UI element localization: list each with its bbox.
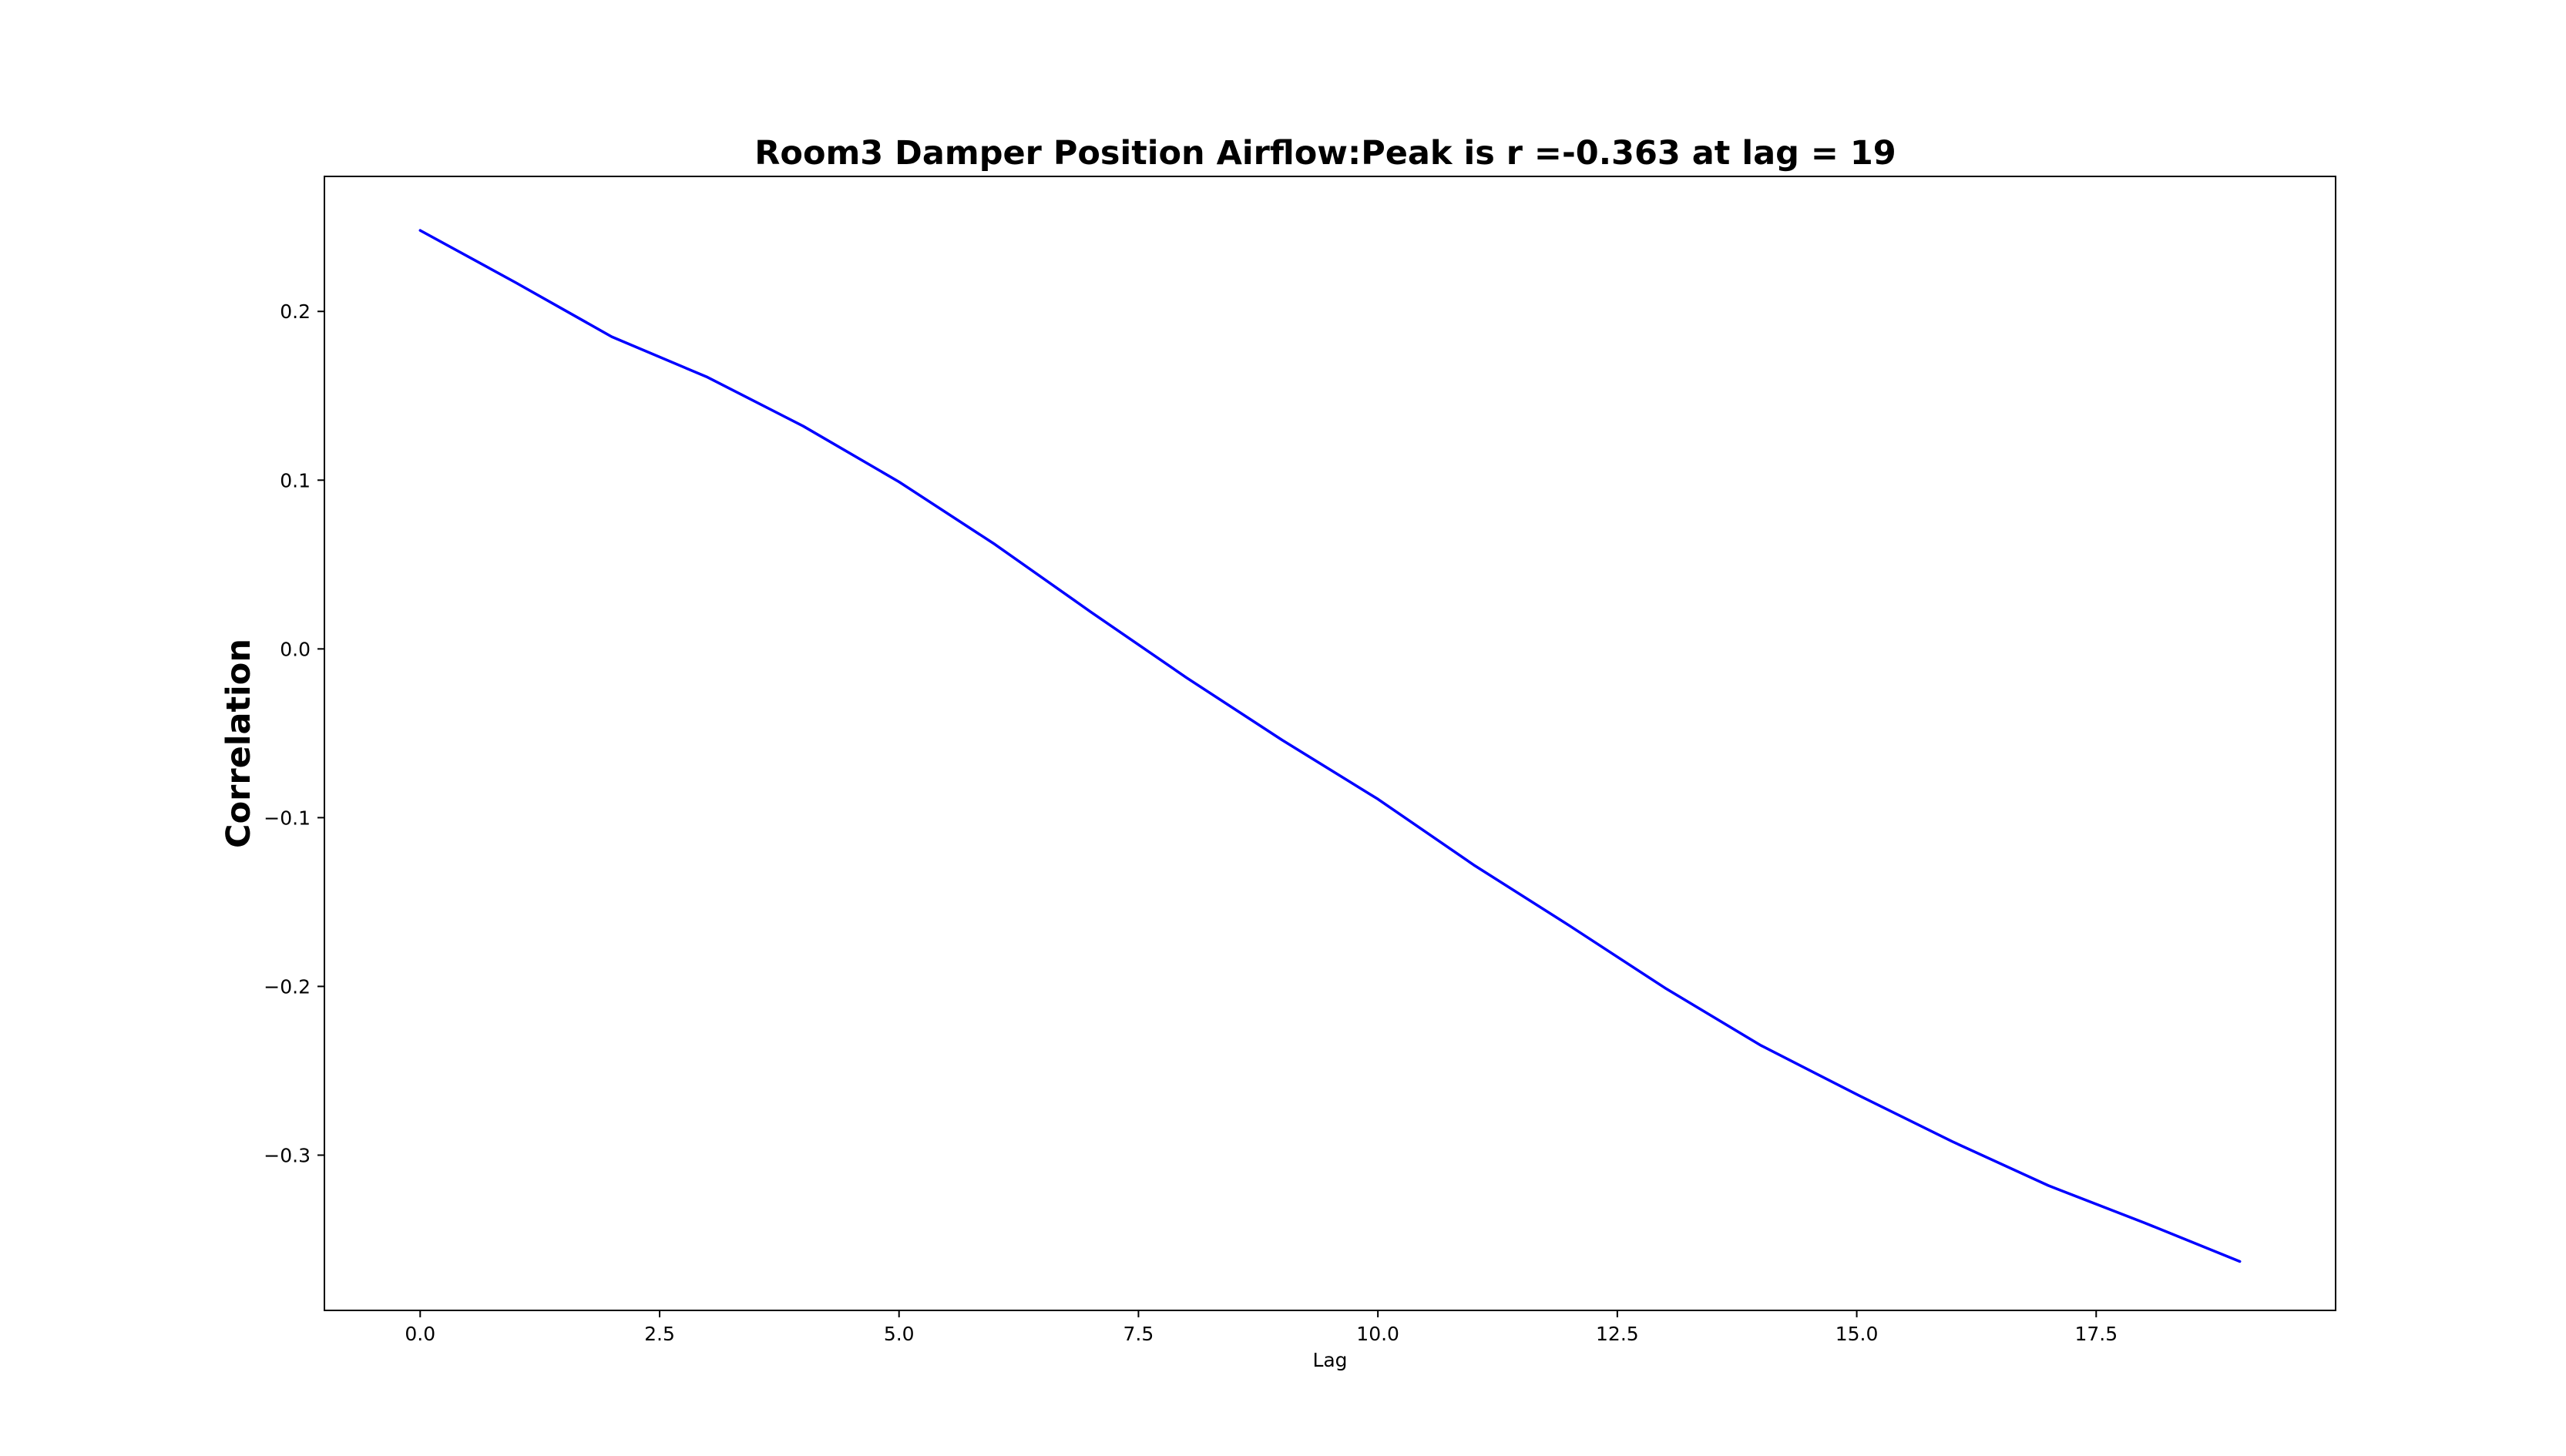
x-tick-label: 2.5 (644, 1323, 675, 1345)
x-tick-label: 12.5 (1596, 1323, 1639, 1345)
y-tick-label: −0.1 (264, 807, 311, 829)
x-tick-label: 0.0 (405, 1323, 435, 1345)
x-tick-label: 10.0 (1356, 1323, 1399, 1345)
y-axis: 0.2 0.1 0.0 −0.1 −0.2 −0.3 (264, 300, 324, 1166)
y-tick-label: 0.1 (280, 469, 311, 491)
x-tick-label: 7.5 (1123, 1323, 1154, 1345)
y-tick-label: −0.3 (264, 1144, 311, 1166)
series-group (418, 229, 2242, 1263)
x-tick-label: 5.0 (884, 1323, 915, 1345)
y-tick-label: 0.2 (280, 300, 311, 323)
y-axis-label: Correlation (220, 639, 258, 848)
x-tick-label: 15.0 (1835, 1323, 1879, 1345)
x-tick-label: 17.5 (2074, 1323, 2118, 1345)
x-axis: 0.0 2.5 5.0 7.5 10.0 12.5 15.0 17.5 (405, 1310, 2118, 1345)
plot-area (324, 176, 2336, 1311)
chart-title: Room3 Damper Position Airflow:Peak is r … (754, 134, 1896, 173)
y-tick-label: −0.2 (264, 975, 311, 998)
x-axis-label: Lag (1312, 1349, 1347, 1371)
correlation-line (418, 229, 2242, 1263)
y-tick-label: 0.0 (280, 638, 311, 660)
